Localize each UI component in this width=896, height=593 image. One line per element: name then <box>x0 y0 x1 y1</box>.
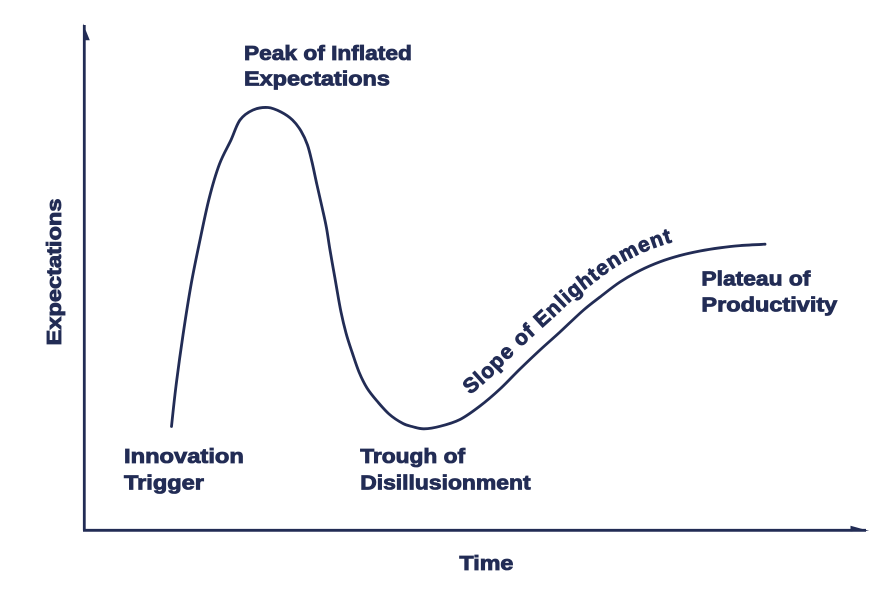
svg-text:Slope of Enlightenment: Slope of Enlightenment <box>459 224 675 398</box>
svg-text:Time: Time <box>459 552 513 575</box>
svg-text:Productivity: Productivity <box>701 293 838 316</box>
svg-text:Trigger: Trigger <box>124 471 204 494</box>
svg-text:Expectations: Expectations <box>42 199 65 346</box>
svg-text:Disillusionment: Disillusionment <box>360 471 530 495</box>
svg-text:Innovation: Innovation <box>124 445 244 468</box>
svg-text:Trough of: Trough of <box>360 444 466 468</box>
svg-text:Expectations: Expectations <box>244 67 390 90</box>
svg-text:Peak of Inflated: Peak of Inflated <box>244 41 412 65</box>
svg-text:Plateau of: Plateau of <box>701 267 811 291</box>
